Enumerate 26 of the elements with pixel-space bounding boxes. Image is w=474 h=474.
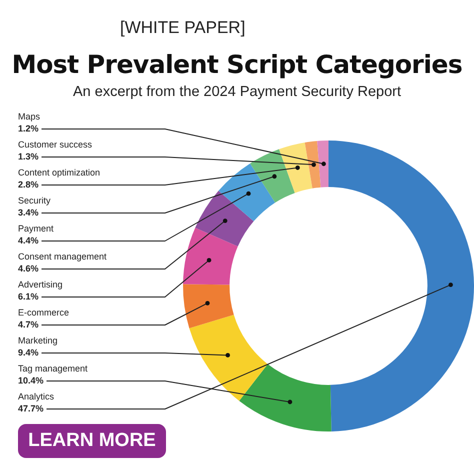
slice-label: Maps — [18, 111, 41, 122]
slice-label: Customer success — [18, 139, 93, 150]
slice-label: Marketing — [18, 335, 58, 346]
slice-label: Payment — [18, 223, 54, 234]
data-label: 1.2% — [18, 123, 39, 134]
data-label: 1.3% — [18, 151, 39, 162]
slice-label: Tag management — [18, 363, 88, 374]
text: [WHITE PAPER] — [120, 18, 246, 38]
data-label: 4.7% — [18, 319, 39, 330]
chart-subtitle: An excerpt from the 2024 Payment Security Report — [72, 84, 402, 100]
data-label: 4.4% — [18, 235, 39, 246]
data-label: 4.6% — [18, 263, 39, 274]
learn-more-button: LEARN MORE — [18, 424, 166, 458]
data-label: 10.4% — [18, 375, 44, 386]
data-label: 47.7% — [18, 403, 44, 414]
data-label: 3.4% — [18, 207, 39, 218]
data-label: 2.8% — [18, 179, 39, 190]
data-label: 6.1% — [18, 291, 39, 302]
slice-label: Analytics — [18, 391, 55, 402]
slice-label: Content optimization — [18, 167, 100, 178]
slice-label: Consent management — [18, 251, 108, 262]
slice-label: Advertising — [18, 279, 63, 290]
slice-label: E-commerce — [18, 307, 70, 318]
slice-label: Security — [18, 195, 52, 206]
chart-title: Most Prevalent Script Categories — [10, 50, 464, 79]
data-label: 9.4% — [18, 347, 39, 358]
